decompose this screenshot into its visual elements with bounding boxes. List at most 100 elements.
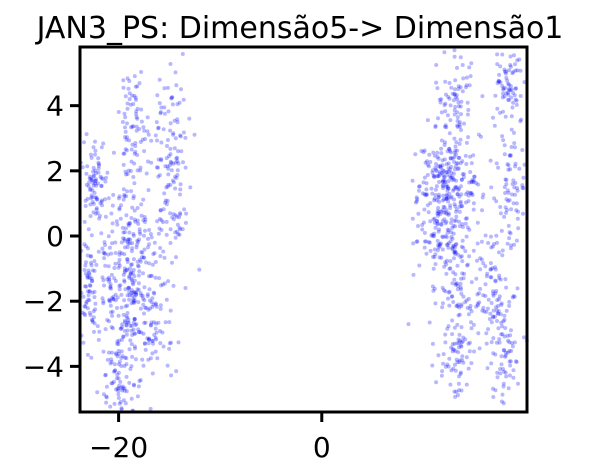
scatter-point <box>102 251 107 256</box>
scatter-point <box>455 65 459 70</box>
scatter-point <box>129 159 134 164</box>
scatter-point <box>128 272 133 277</box>
scatter-point <box>448 239 453 244</box>
scatter-point <box>507 359 512 364</box>
scatter-point <box>131 327 136 332</box>
scatter-point <box>422 245 427 250</box>
scatter-point <box>506 92 511 97</box>
scatter-point <box>452 150 457 155</box>
scatter-point <box>127 241 132 246</box>
scatter-point <box>156 320 161 325</box>
scatter-point <box>493 278 498 283</box>
scatter-point <box>453 148 458 153</box>
scatter-point <box>450 247 455 252</box>
scatter-point <box>181 97 186 102</box>
scatter-point <box>117 351 121 356</box>
scatter-point <box>459 254 464 259</box>
scatter-point <box>92 190 97 195</box>
scatter-point <box>123 94 128 99</box>
scatter-point <box>89 276 94 281</box>
scatter-point <box>440 234 445 239</box>
scatter-point <box>456 84 461 89</box>
scatter-point <box>81 294 86 299</box>
scatter-point <box>85 164 90 169</box>
scatter-point <box>120 354 125 359</box>
scatter-point <box>512 185 517 190</box>
scatter-point <box>469 191 474 195</box>
scatter-point <box>119 406 124 411</box>
scatter-point <box>505 333 510 338</box>
scatter-point <box>436 245 441 250</box>
scatter-point <box>96 163 101 168</box>
scatter-point <box>88 186 93 191</box>
scatter-point <box>146 132 151 137</box>
scatter-point <box>165 85 170 90</box>
scatter-point <box>442 217 447 222</box>
scatter-point <box>494 340 499 345</box>
scatter-point <box>452 92 457 97</box>
scatter-point <box>125 106 130 111</box>
scatter-point <box>124 226 128 231</box>
scatter-point <box>126 168 131 173</box>
scatter-point <box>414 199 419 204</box>
scatter-point <box>445 172 450 177</box>
scatter-point <box>175 173 180 177</box>
scatter-point <box>492 123 497 128</box>
scatter-point <box>124 172 129 177</box>
scatter-point <box>457 194 462 199</box>
scatter-point <box>156 157 161 162</box>
scatter-point <box>463 249 468 254</box>
scatter-point <box>498 277 503 282</box>
scatter-point <box>446 212 451 217</box>
scatter-point <box>104 384 109 389</box>
scatter-point <box>117 250 122 255</box>
scatter-point <box>141 197 146 202</box>
scatter-point <box>452 389 457 394</box>
scatter-point <box>509 114 514 119</box>
scatter-point <box>471 153 476 158</box>
scatter-point <box>435 219 439 224</box>
scatter-point <box>153 260 158 264</box>
scatter-point <box>440 369 445 374</box>
scatter-point <box>507 198 512 203</box>
scatter-point <box>125 311 130 315</box>
scatter-point <box>138 168 143 173</box>
scatter-point <box>501 91 505 96</box>
scatter-point <box>432 175 437 180</box>
scatter-point <box>437 171 442 176</box>
scatter-point <box>511 294 516 298</box>
scatter-point <box>500 324 504 329</box>
scatter-point <box>92 329 96 334</box>
scatter-point <box>99 176 104 181</box>
scatter-point <box>103 372 108 377</box>
scatter-point <box>489 361 494 366</box>
scatter-point <box>467 65 472 70</box>
scatter-point <box>107 298 112 303</box>
scatter-point <box>417 184 421 189</box>
x-tick-label: 0 <box>313 431 331 464</box>
scatter-point <box>177 225 182 230</box>
scatter-point <box>463 200 468 205</box>
scatter-point <box>452 256 456 261</box>
scatter-point <box>497 276 502 281</box>
scatter-point <box>168 152 173 157</box>
scatter-point <box>434 169 439 173</box>
scatter-point <box>485 366 490 371</box>
scatter-point <box>171 217 176 222</box>
scatter-point <box>109 325 114 330</box>
scatter-point <box>518 68 523 73</box>
scatter-point <box>117 194 122 199</box>
scatter-point <box>433 123 438 128</box>
scatter-point <box>155 356 160 361</box>
scatter-point <box>98 201 103 206</box>
scatter-point <box>491 291 496 296</box>
scatter-point <box>85 196 90 201</box>
scatter-point <box>515 68 520 73</box>
scatter-point <box>101 299 106 304</box>
scatter-point <box>489 301 494 305</box>
scatter-point <box>180 227 185 232</box>
scatter-point <box>507 340 512 345</box>
scatter-point <box>448 206 453 210</box>
scatter-point <box>119 349 124 354</box>
scatter-point <box>504 75 509 80</box>
